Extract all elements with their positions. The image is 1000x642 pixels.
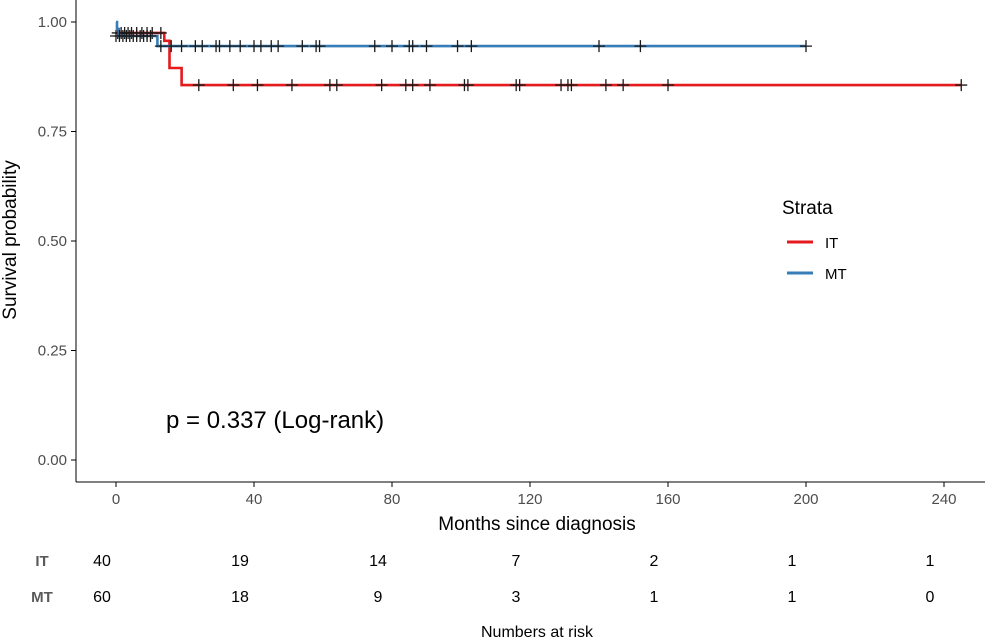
y-tick-label: 0.25	[38, 343, 67, 360]
censor-mark	[272, 40, 285, 53]
censor-mark	[513, 79, 526, 92]
risk-row-label: MT	[31, 589, 53, 606]
y-axis-title: Survival probability	[0, 160, 21, 320]
risk-count: 1	[788, 553, 797, 570]
censor-mark	[593, 40, 605, 53]
censor-mark	[313, 40, 326, 53]
legend-title: Strata	[782, 198, 833, 219]
risk-count: 1	[650, 589, 659, 606]
censor-mark	[662, 79, 674, 92]
risk-count: 19	[231, 553, 249, 570]
risk-count: 9	[374, 589, 383, 606]
censor-mark	[254, 40, 267, 53]
censor-mark	[175, 40, 188, 53]
x-tick-label: 240	[931, 491, 956, 508]
censor-mark	[213, 40, 226, 53]
risk-count: 1	[926, 553, 935, 570]
censor-mark	[423, 79, 436, 92]
x-tick-label: 80	[384, 491, 401, 508]
series-it	[111, 26, 968, 92]
risk-table-title: Numbers at risk	[481, 624, 594, 641]
censor-mark	[451, 40, 464, 53]
risk-count: 7	[512, 553, 521, 570]
censor-mark	[223, 40, 236, 53]
y-tick-label: 0.50	[38, 233, 67, 250]
risk-count: 2	[650, 553, 659, 570]
x-axis-title: Months since diagnosis	[438, 514, 636, 535]
censor-mark	[617, 79, 630, 92]
censor-mark	[565, 79, 578, 92]
censor-mark	[330, 79, 343, 92]
censor-mark	[285, 79, 298, 92]
x-tick-label: 160	[655, 491, 680, 508]
x-tick-label: 120	[517, 491, 542, 508]
censor-mark	[296, 40, 309, 53]
censor-mark	[165, 40, 178, 53]
y-ticks: 0.00 0.25 0.50 0.75 1.00	[38, 14, 76, 469]
censor-mark	[406, 40, 419, 53]
risk-row-label: IT	[35, 553, 48, 570]
censor-mark	[599, 79, 612, 92]
risk-table: IT 40 19 14 7 2 1 1 MT 60 18 9 3 1 1 0	[31, 553, 934, 606]
censor-mark	[461, 79, 474, 92]
survival-step-line-it	[116, 31, 962, 87]
censor-mark	[634, 40, 647, 53]
y-tick-label: 0.75	[38, 124, 67, 141]
censor-mark	[465, 40, 478, 53]
censor-mark	[234, 40, 247, 53]
censor-mark	[192, 79, 205, 92]
p-value-annotation: p = 0.337 (Log-rank)	[166, 407, 384, 434]
axes: 0.00 0.25 0.50 0.75 1.00 0 40 80 120 160 200 240	[38, 0, 985, 508]
series-mt	[110, 20, 812, 53]
risk-count: 1	[788, 589, 797, 606]
risk-count: 40	[93, 553, 111, 570]
y-tick-label: 0.00	[38, 452, 67, 469]
risk-count: 3	[512, 589, 521, 606]
censor-mark	[420, 40, 433, 53]
legend-label-it: IT	[825, 235, 838, 252]
risk-count: 60	[93, 589, 111, 606]
censor-mark	[196, 40, 209, 53]
censor-mark	[154, 26, 167, 39]
censor-mark	[368, 40, 381, 53]
censor-mark	[154, 40, 167, 53]
x-ticks: 0 40 80 120 160 200 240	[112, 482, 957, 508]
risk-count: 14	[369, 553, 387, 570]
risk-count: 0	[926, 589, 935, 606]
y-tick-label: 1.00	[38, 14, 67, 31]
censor-mark	[800, 40, 812, 53]
legend: Strata IT MT	[782, 198, 847, 283]
censor-mark	[386, 40, 398, 53]
survival-curves	[110, 20, 968, 92]
x-tick-label: 40	[246, 491, 263, 508]
censor-mark	[375, 79, 388, 92]
censor-mark	[144, 30, 157, 43]
censor-mark	[406, 79, 419, 92]
censor-mark	[955, 79, 968, 92]
risk-count: 18	[231, 589, 249, 606]
legend-label-mt: MT	[825, 266, 847, 283]
x-tick-label: 200	[793, 491, 818, 508]
x-tick-label: 0	[112, 491, 120, 508]
censor-mark	[251, 79, 264, 92]
censor-mark	[227, 79, 240, 92]
legend-entries: IT MT	[787, 235, 847, 283]
